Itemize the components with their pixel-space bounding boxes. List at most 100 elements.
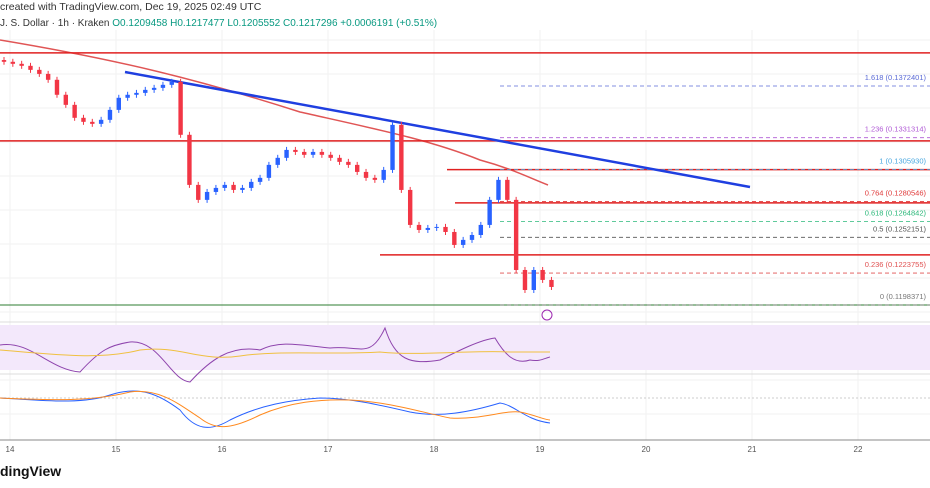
ohlc-change: +0.0006191 (+0.51%) (340, 18, 438, 29)
x-tick-label: 16 (218, 445, 227, 454)
candle (169, 81, 174, 85)
candle (54, 79, 60, 95)
candle (310, 151, 316, 155)
x-tick-label: 18 (430, 445, 439, 454)
x-axis: 14 15 16 17 18 19 20 21 22 (6, 445, 863, 454)
candle (151, 87, 157, 90)
candle (531, 269, 536, 290)
fib-level-label: 0 (0.1198371) (880, 292, 927, 301)
symbol-legend: J. S. Dollar · 1h · Kraken O0.1209458 H0… (0, 18, 437, 29)
candle (143, 89, 148, 93)
candle (178, 81, 183, 135)
candle (452, 231, 457, 245)
fib-level-label: 0.5 (0.1252151) (873, 224, 926, 233)
candle (513, 199, 519, 270)
candle (37, 69, 42, 74)
candle (522, 269, 528, 290)
candle (390, 124, 395, 170)
x-tick-label: 19 (536, 445, 545, 454)
candle (549, 279, 554, 287)
rsi-ma-line (0, 348, 550, 358)
x-tick-label: 20 (642, 445, 651, 454)
x-tick-label: 22 (854, 445, 863, 454)
candle (116, 97, 121, 110)
candle (10, 61, 16, 64)
alert-icon[interactable] (541, 309, 553, 321)
candle (496, 179, 501, 200)
ohlc-open: O0.1209458 (112, 18, 168, 29)
candle (249, 181, 254, 188)
candle (487, 199, 492, 225)
candle (204, 191, 210, 200)
candle (302, 151, 307, 155)
candle (505, 179, 510, 200)
candle (257, 177, 263, 182)
candle (90, 121, 95, 124)
ohlc-close: C0.1217296 (283, 18, 338, 29)
fib-level-label: 1.618 (0.1372401) (865, 73, 927, 82)
fib-level-label: 1 (0.1305930) (879, 157, 926, 166)
resistance-lines (0, 52, 930, 306)
symbol-name: J. S. Dollar · 1h · Kraken (0, 18, 110, 29)
candle (337, 157, 342, 162)
candle (346, 161, 351, 165)
candle (372, 177, 378, 180)
candle (416, 224, 422, 230)
candle (284, 149, 289, 158)
candle (63, 94, 69, 105)
x-tick-label: 14 (6, 445, 15, 454)
created-with-caption: created with TradingView.com, Dec 19, 20… (0, 1, 262, 13)
candle (381, 169, 386, 180)
ohlc-low: L0.1205552 (227, 18, 281, 29)
candle (407, 189, 413, 225)
candle (240, 187, 245, 190)
fib-level-label: 1.236 (0.1331314) (865, 125, 927, 134)
ohlc-high: H0.1217477 (170, 18, 225, 29)
x-tick-label: 15 (112, 445, 121, 454)
bearish-trendline[interactable] (124, 70, 751, 189)
candles (1, 57, 554, 293)
candle (469, 234, 475, 240)
candle (160, 84, 166, 88)
candle (319, 151, 325, 155)
fib-level-label: 0.236 (0.1223755) (865, 260, 927, 269)
candle (460, 239, 466, 245)
macd-signal-line (0, 390, 551, 428)
grid (0, 30, 930, 440)
candle (434, 226, 439, 228)
candle (425, 227, 431, 230)
candle (196, 184, 201, 200)
candle (45, 73, 51, 80)
fib-level-label: 0.764 (0.1280546) (865, 189, 927, 198)
x-tick-label: 21 (748, 445, 757, 454)
candle (293, 149, 298, 152)
candle (363, 171, 369, 178)
fib-level-label: 0.618 (0.1264842) (865, 208, 927, 217)
candle (81, 117, 86, 122)
candle (213, 187, 219, 192)
candle (443, 226, 448, 232)
candle (72, 104, 77, 118)
x-tick-label: 17 (324, 445, 333, 454)
candle (1, 60, 7, 62)
candle (328, 154, 333, 158)
fibonacci-retracement: 1.618 (0.1372401) 1.236 (0.1331314) 1 (0.1… (500, 73, 930, 306)
macd-line (0, 390, 551, 428)
candle (98, 119, 104, 124)
candle (19, 63, 24, 66)
moving-average-line (0, 39, 549, 186)
candle (540, 269, 545, 280)
candle (275, 157, 280, 165)
candle (355, 164, 360, 172)
candle (399, 124, 404, 190)
price-chart[interactable]: 1.618 (0.1372401) 1.236 (0.1331314) 1 (0.1… (0, 0, 930, 460)
candle (478, 224, 484, 235)
tradingview-logo: dingView (0, 463, 62, 479)
rsi-line (0, 326, 551, 383)
candle (231, 184, 236, 190)
candle (125, 94, 130, 98)
candle (266, 164, 272, 178)
candle (134, 92, 139, 95)
candle (187, 134, 192, 185)
candle (107, 109, 113, 120)
